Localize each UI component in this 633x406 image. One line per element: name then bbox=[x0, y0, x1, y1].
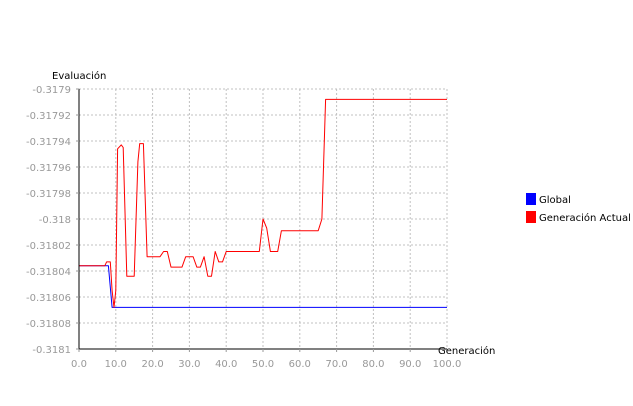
x-tick-label: 0.0 bbox=[71, 359, 87, 370]
y-axis-title: Evaluación bbox=[52, 70, 106, 82]
x-tick-label: 60.0 bbox=[289, 359, 311, 370]
x-tick-label: 90.0 bbox=[399, 359, 421, 370]
legend: Global Generación Actual bbox=[526, 193, 631, 224]
x-tick-label: 80.0 bbox=[362, 359, 384, 370]
x-tick-label: 100.0 bbox=[433, 359, 462, 370]
legend-label: Generación Actual bbox=[539, 212, 631, 224]
x-axis-title: Generación bbox=[438, 345, 495, 357]
y-tick-label: -0.3179 bbox=[32, 85, 71, 96]
x-tick-label: 40.0 bbox=[215, 359, 237, 370]
series-layer bbox=[79, 98, 447, 308]
x-tick-label: 30.0 bbox=[178, 359, 200, 370]
y-tick-label: -0.31804 bbox=[26, 267, 71, 278]
y-tick-label: -0.31792 bbox=[26, 111, 71, 122]
y-tick-label: -0.31802 bbox=[26, 241, 71, 252]
y-tick-label: -0.31806 bbox=[26, 293, 71, 304]
x-tick-labels: 0.0 10.0 20.0 30.0 40.0 50.0 60.0 70.0 80.0 90.0 1… bbox=[71, 349, 461, 370]
y-tick-label: -0.31798 bbox=[26, 189, 71, 200]
x-tick-label: 10.0 bbox=[105, 359, 127, 370]
y-tick-label: -0.3181 bbox=[32, 345, 71, 356]
y-tick-label: -0.318 bbox=[39, 215, 71, 226]
y-tick-labels: -0.3179 -0.31792 -0.31794 -0.31796 -0.31798 -… bbox=[26, 85, 79, 356]
legend-swatch bbox=[526, 193, 536, 205]
y-tick-label: -0.31794 bbox=[26, 137, 71, 148]
legend-label: Global bbox=[539, 195, 571, 206]
series-line-generacion-actual bbox=[79, 98, 447, 308]
x-tick-label: 20.0 bbox=[141, 359, 163, 370]
x-tick-label: 70.0 bbox=[325, 359, 347, 370]
legend-swatch bbox=[526, 211, 536, 223]
y-tick-label: -0.31808 bbox=[26, 319, 71, 330]
x-tick-label: 50.0 bbox=[252, 359, 274, 370]
y-tick-label: -0.31796 bbox=[26, 163, 71, 174]
